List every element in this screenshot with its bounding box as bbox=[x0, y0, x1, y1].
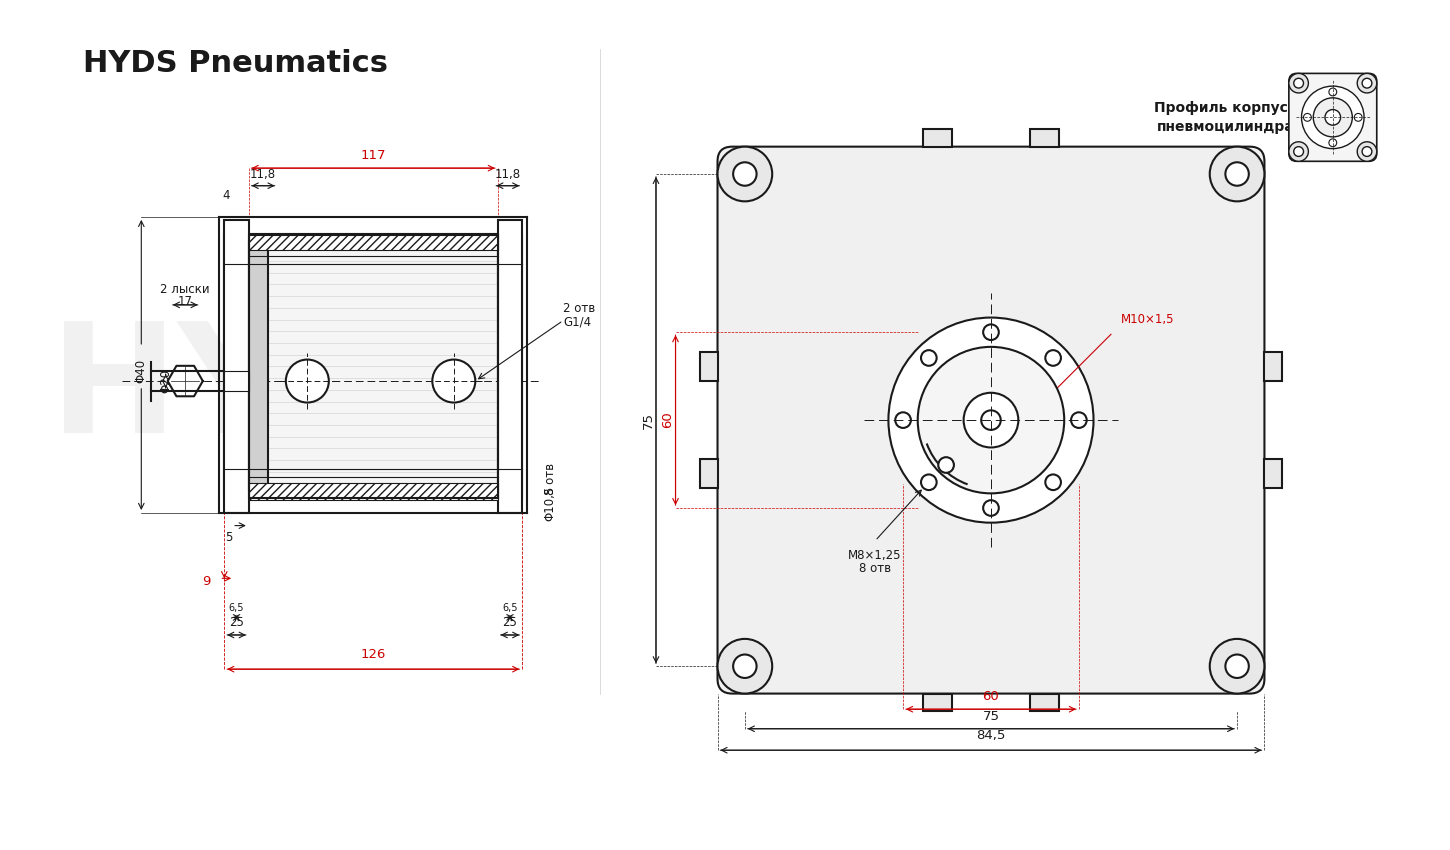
Text: HYDS: HYDS bbox=[715, 316, 1189, 465]
Bar bbox=[497, 220, 522, 513]
Circle shape bbox=[895, 412, 911, 428]
Text: 84,5: 84,5 bbox=[976, 729, 1006, 742]
Bar bbox=[700, 352, 718, 381]
Circle shape bbox=[1362, 78, 1372, 88]
Circle shape bbox=[1357, 142, 1376, 162]
Circle shape bbox=[1357, 73, 1376, 93]
Text: 8 отв: 8 отв bbox=[544, 462, 557, 495]
Text: HYDS: HYDS bbox=[51, 316, 525, 465]
Circle shape bbox=[1302, 86, 1364, 149]
Circle shape bbox=[734, 162, 757, 185]
Circle shape bbox=[1225, 162, 1248, 185]
Text: 4: 4 bbox=[222, 190, 231, 202]
Bar bbox=[1030, 694, 1060, 711]
FancyBboxPatch shape bbox=[718, 147, 1264, 694]
Text: 2 отв: 2 отв bbox=[563, 303, 596, 315]
Bar bbox=[249, 235, 497, 498]
Circle shape bbox=[964, 393, 1018, 447]
Text: G1/4: G1/4 bbox=[563, 316, 592, 329]
Circle shape bbox=[286, 360, 329, 403]
Circle shape bbox=[1293, 78, 1304, 88]
Circle shape bbox=[983, 325, 999, 340]
Text: 5: 5 bbox=[226, 530, 233, 544]
Bar bbox=[225, 220, 249, 513]
Circle shape bbox=[918, 347, 1064, 493]
Circle shape bbox=[1209, 639, 1264, 694]
Text: 60: 60 bbox=[661, 411, 674, 428]
Circle shape bbox=[718, 639, 773, 694]
Circle shape bbox=[1289, 142, 1308, 162]
Bar bbox=[249, 242, 268, 490]
Circle shape bbox=[1289, 73, 1308, 93]
Circle shape bbox=[983, 500, 999, 516]
Circle shape bbox=[921, 350, 937, 366]
Text: 75: 75 bbox=[983, 710, 999, 722]
Circle shape bbox=[1209, 147, 1264, 201]
Text: 8 отв: 8 отв bbox=[858, 563, 892, 575]
FancyBboxPatch shape bbox=[1289, 73, 1376, 162]
Circle shape bbox=[1325, 110, 1341, 125]
Text: M8×1,25: M8×1,25 bbox=[848, 549, 902, 562]
Circle shape bbox=[718, 147, 773, 201]
Circle shape bbox=[1354, 113, 1362, 122]
Circle shape bbox=[1304, 113, 1311, 122]
Text: M10×1,5: M10×1,5 bbox=[1121, 314, 1175, 326]
Text: 11,8: 11,8 bbox=[249, 167, 276, 181]
Bar bbox=[225, 235, 522, 498]
Text: 11,8: 11,8 bbox=[494, 167, 521, 181]
Circle shape bbox=[1328, 139, 1337, 147]
Bar bbox=[249, 233, 497, 250]
Text: 6,5: 6,5 bbox=[228, 603, 244, 613]
Bar bbox=[700, 459, 718, 489]
Text: HYDS Pneumatics: HYDS Pneumatics bbox=[83, 49, 387, 78]
Text: 25: 25 bbox=[229, 616, 244, 629]
Text: 17: 17 bbox=[178, 295, 193, 308]
Circle shape bbox=[938, 457, 954, 473]
Text: Профиль корпуса
пневмоцилиндра: Профиль корпуса пневмоцилиндра bbox=[1154, 100, 1298, 134]
Text: Φ40: Φ40 bbox=[135, 360, 148, 383]
Circle shape bbox=[1328, 88, 1337, 96]
Circle shape bbox=[1045, 350, 1061, 366]
Bar bbox=[225, 371, 249, 391]
Circle shape bbox=[1314, 98, 1353, 137]
Circle shape bbox=[982, 411, 1000, 430]
Text: 75: 75 bbox=[642, 411, 654, 428]
Circle shape bbox=[1225, 654, 1248, 678]
Polygon shape bbox=[168, 366, 203, 396]
Text: 117: 117 bbox=[361, 150, 386, 162]
Circle shape bbox=[1045, 474, 1061, 490]
Circle shape bbox=[734, 654, 757, 678]
Circle shape bbox=[1072, 412, 1086, 428]
Text: 126: 126 bbox=[361, 649, 386, 661]
Bar bbox=[249, 483, 497, 500]
Bar bbox=[922, 129, 951, 147]
Bar bbox=[1030, 129, 1060, 147]
Text: 2 лыски: 2 лыски bbox=[161, 283, 210, 296]
Circle shape bbox=[1293, 147, 1304, 156]
Text: 6,5: 6,5 bbox=[503, 603, 518, 613]
Bar bbox=[1264, 352, 1282, 381]
Text: Φ20: Φ20 bbox=[160, 369, 173, 393]
Bar bbox=[922, 694, 951, 711]
Text: 9: 9 bbox=[203, 575, 210, 587]
Circle shape bbox=[432, 360, 476, 403]
Circle shape bbox=[889, 318, 1093, 523]
Circle shape bbox=[1362, 147, 1372, 156]
Bar bbox=[249, 235, 497, 498]
Text: 25: 25 bbox=[503, 616, 518, 629]
Text: Φ10,5: Φ10,5 bbox=[544, 485, 557, 521]
Circle shape bbox=[921, 474, 937, 490]
Bar bbox=[1264, 459, 1282, 489]
Text: 60: 60 bbox=[983, 690, 999, 703]
